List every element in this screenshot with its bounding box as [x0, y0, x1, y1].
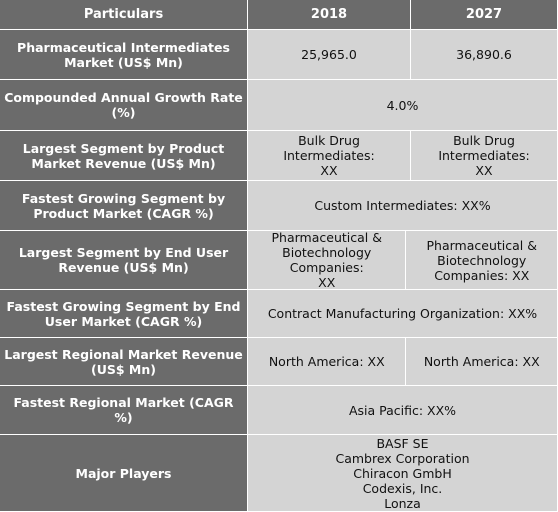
header-2027: 2027 [411, 0, 558, 30]
header-2018: 2018 [248, 0, 411, 30]
row-label-cagr: Compounded Annual Growth Rate (%) [0, 80, 248, 131]
value-fastest-region: Asia Pacific: XX% [248, 386, 558, 435]
row-label-largest-region: Largest Regional Market Revenue (US$ Mn) [0, 338, 248, 386]
value-largest-product-segment-2018: Bulk Drug Intermediates: XX [248, 131, 411, 181]
value-fastest-end-user: Contract Manufacturing Organization: XX% [248, 290, 558, 338]
value-largest-region-2018: North America: XX [268, 354, 385, 369]
value-cagr: 4.0% [248, 80, 558, 131]
header-particulars: Particulars [0, 0, 248, 30]
value-largest-product-segment-2027: Bulk Drug Intermediates: XX [411, 131, 558, 181]
value-market-size-2018: 25,965.0 [248, 30, 411, 80]
row-label-fastest-product-segment: Fastest Growing Segment by Product Marke… [0, 181, 248, 231]
value-largest-end-user-group: Pharmaceutical & Biotechnology Companies… [248, 231, 558, 290]
value-fastest-product-segment: Custom Intermediates: XX% [248, 181, 558, 231]
value-largest-region-group: North America: XX North America: XX [248, 338, 558, 386]
row-label-largest-product-segment: Largest Segment by Product Market Revenu… [0, 131, 248, 181]
row-label-major-players: Major Players [0, 435, 248, 512]
value-largest-region-2027: North America: XX [405, 338, 557, 385]
row-label-fastest-end-user: Fastest Growing Segment by End User Mark… [0, 290, 248, 338]
row-label-fastest-region: Fastest Regional Market (CAGR %) [0, 386, 248, 435]
row-label-largest-end-user: Largest Segment by End User Revenue (US$… [0, 231, 248, 290]
value-major-players: BASF SE Cambrex Corporation Chiracon Gmb… [248, 435, 558, 512]
row-label-market-size: Pharmaceutical Intermediates Market (US$… [0, 30, 248, 80]
value-largest-end-user-2027: Pharmaceutical & Biotechnology Companies… [405, 231, 557, 289]
value-largest-end-user-2018: Pharmaceutical & Biotechnology Companies… [271, 231, 382, 290]
value-market-size-2027: 36,890.6 [411, 30, 558, 80]
